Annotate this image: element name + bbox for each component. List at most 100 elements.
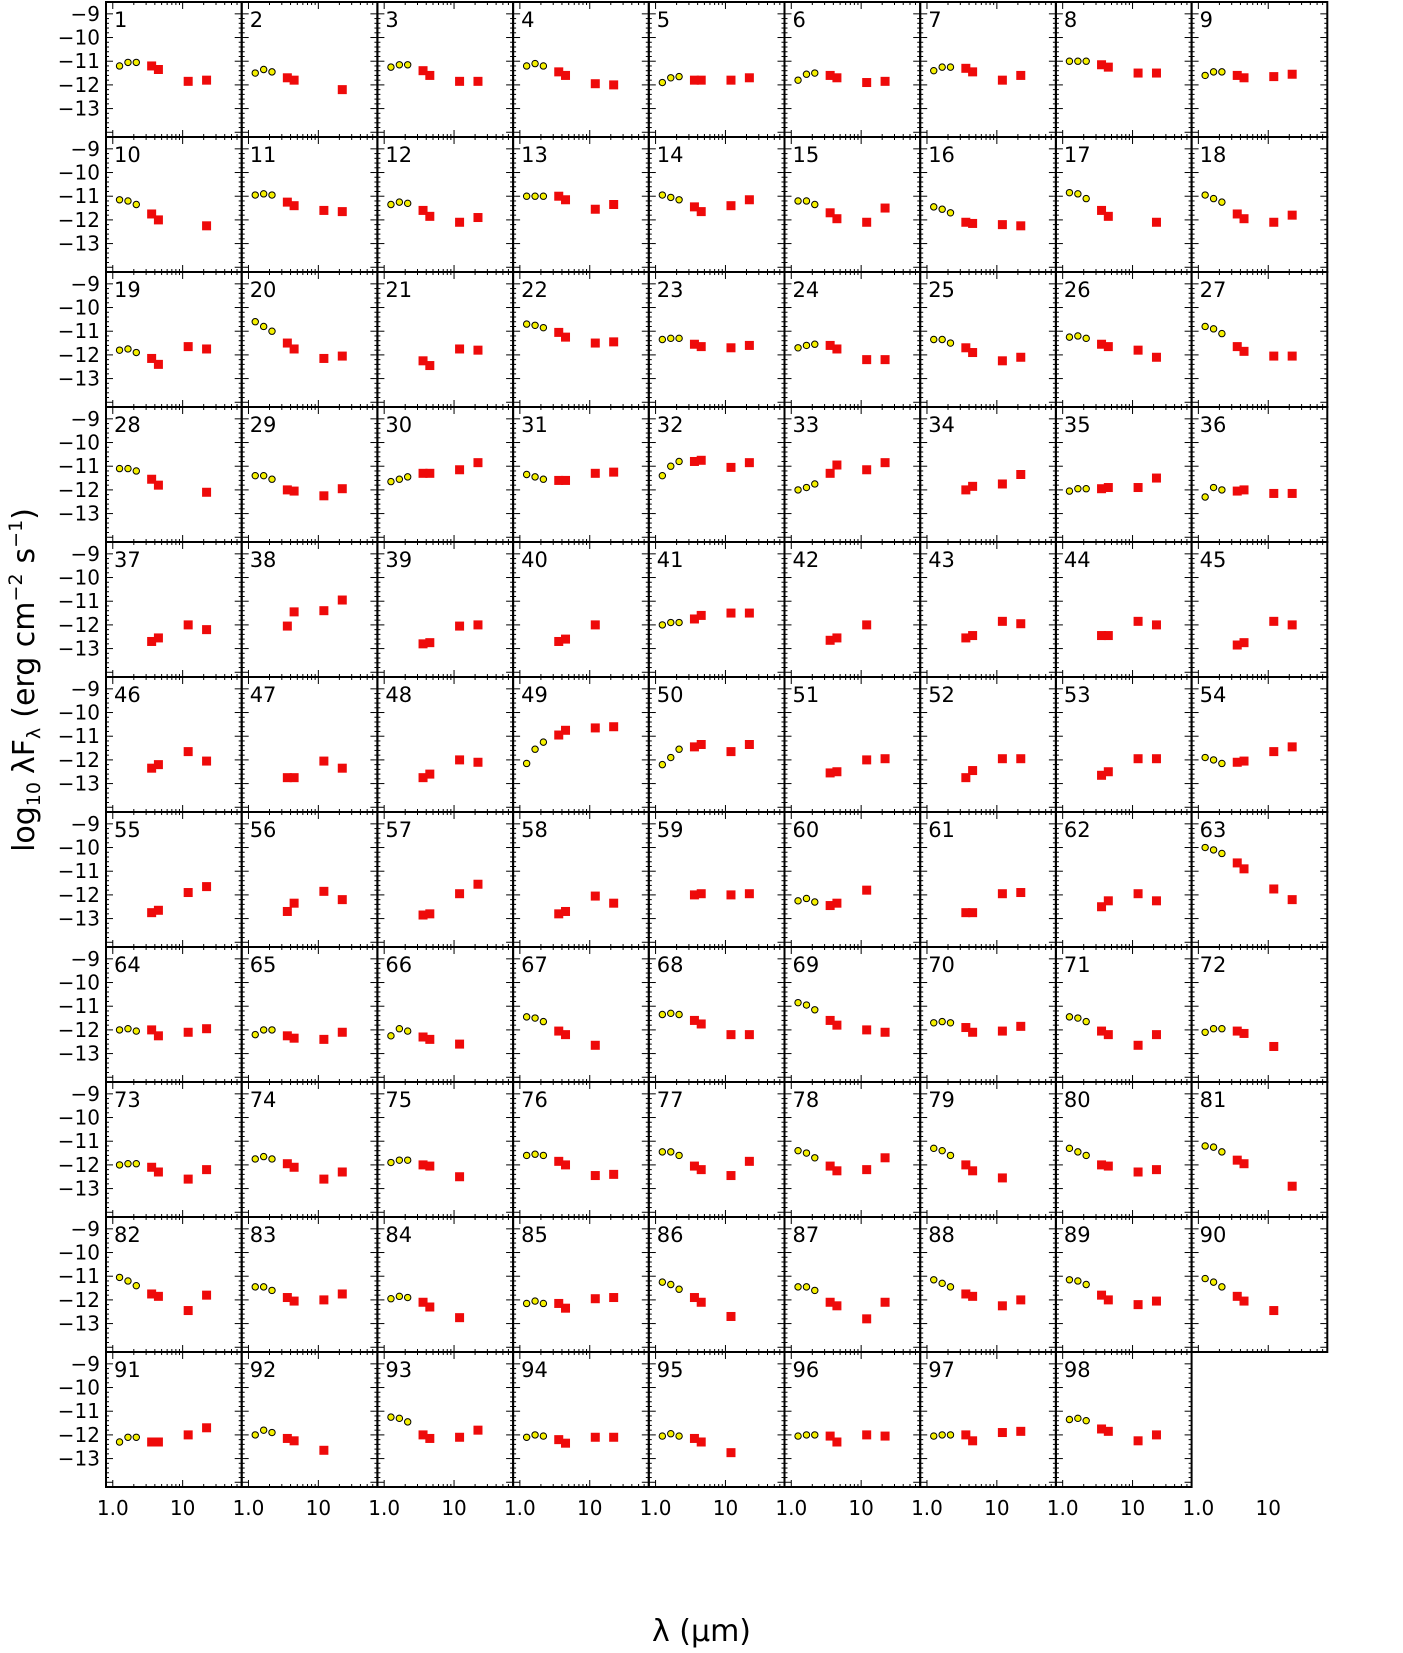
panel-number: 43 [928, 548, 955, 572]
mir-point [997, 616, 1007, 626]
mir-point [147, 763, 157, 773]
mir-point [1239, 73, 1249, 83]
mir-point [1016, 619, 1026, 629]
y-tick-label: −10 [58, 431, 100, 455]
mir-point [1103, 767, 1113, 777]
nir-point [946, 63, 955, 71]
nir-point [938, 63, 946, 71]
nir-point [132, 200, 140, 209]
mir-point [1016, 352, 1026, 362]
mir-point [825, 468, 835, 478]
nir-point [675, 745, 683, 753]
nir-point [403, 473, 412, 481]
nir-point [1065, 57, 1074, 65]
panel-12: 12 [376, 136, 515, 273]
y-tick-label: −11 [58, 319, 100, 343]
mir-point [455, 621, 465, 631]
mir-point [1269, 747, 1279, 757]
nir-point [1074, 485, 1082, 493]
mir-point [1287, 210, 1297, 220]
panel-number: 54 [1200, 683, 1227, 707]
nir-point [531, 192, 539, 200]
panel-53: 53 [1054, 676, 1193, 813]
nir-point [658, 191, 667, 199]
mir-point [961, 63, 971, 73]
mir-point [1151, 352, 1161, 362]
nir-point [946, 209, 955, 217]
nir-point [675, 618, 683, 627]
nir-point [531, 59, 539, 68]
nir-point [938, 335, 946, 344]
panel-number: 33 [793, 413, 820, 437]
nir-point [811, 340, 819, 348]
mir-point [282, 73, 292, 83]
mir-point [1016, 470, 1026, 479]
mir-point [147, 636, 157, 646]
panel-number: 47 [250, 683, 277, 707]
mir-point [997, 479, 1007, 489]
nir-point [794, 344, 802, 352]
panel-number: 50 [657, 683, 684, 707]
panel-21: 21 [376, 271, 515, 408]
panel-10: 10 [105, 136, 243, 273]
mir-point [1232, 486, 1242, 496]
nir-point [539, 192, 548, 200]
nir-point [1201, 71, 1209, 80]
panel-6: 6 [783, 1, 922, 138]
nir-point [539, 323, 548, 332]
nir-point [115, 464, 124, 473]
mir-point [825, 70, 835, 80]
mir-point [968, 481, 978, 491]
mir-point [1232, 757, 1242, 767]
nir-point [667, 193, 675, 202]
nir-point [658, 471, 667, 480]
mir-point [961, 485, 971, 495]
nir-point [658, 335, 667, 344]
mir-point [202, 75, 212, 85]
nir-point [531, 473, 539, 481]
mir-point [726, 201, 736, 211]
y-tick-label: −12 [58, 343, 100, 367]
mir-point [1103, 211, 1113, 221]
mir-point [968, 348, 978, 358]
mir-point [202, 625, 212, 635]
mir-point [832, 633, 842, 643]
panel-number: 23 [657, 278, 684, 302]
mir-point [473, 620, 483, 630]
mir-point [609, 80, 619, 90]
y-tick-label: −12 [58, 73, 100, 97]
panel-number: 35 [1064, 413, 1091, 437]
panel-33: 33 [783, 406, 922, 543]
mir-point [997, 220, 1007, 230]
y-tick-label: −10 [58, 296, 100, 320]
y-tick-label: −12 [58, 613, 100, 637]
panel-22: 22 [512, 271, 650, 408]
nir-point [115, 346, 124, 354]
mir-point [147, 61, 157, 71]
mir-point [862, 465, 872, 475]
nir-point [268, 475, 276, 483]
mir-point [862, 78, 872, 88]
panel-37: 37 [105, 541, 243, 678]
mir-point [561, 195, 571, 205]
mir-point [609, 200, 619, 209]
mir-point [1287, 620, 1297, 630]
mir-point [744, 740, 754, 749]
mir-point [337, 207, 347, 217]
mir-point [425, 361, 435, 371]
mir-point [609, 467, 619, 477]
nir-point [132, 58, 140, 67]
mir-point [590, 620, 600, 630]
mir-point [561, 475, 571, 485]
mir-point [590, 468, 600, 478]
panel-5: 5 [647, 1, 786, 138]
mir-point [455, 217, 465, 227]
mir-point [1103, 631, 1113, 641]
nir-point [938, 205, 946, 213]
panel-44: 44 [1054, 541, 1193, 678]
mir-point [282, 338, 292, 348]
y-tick-label: −13 [58, 502, 100, 526]
nir-point [802, 341, 811, 350]
mir-point [202, 344, 212, 354]
nir-point [531, 745, 539, 753]
